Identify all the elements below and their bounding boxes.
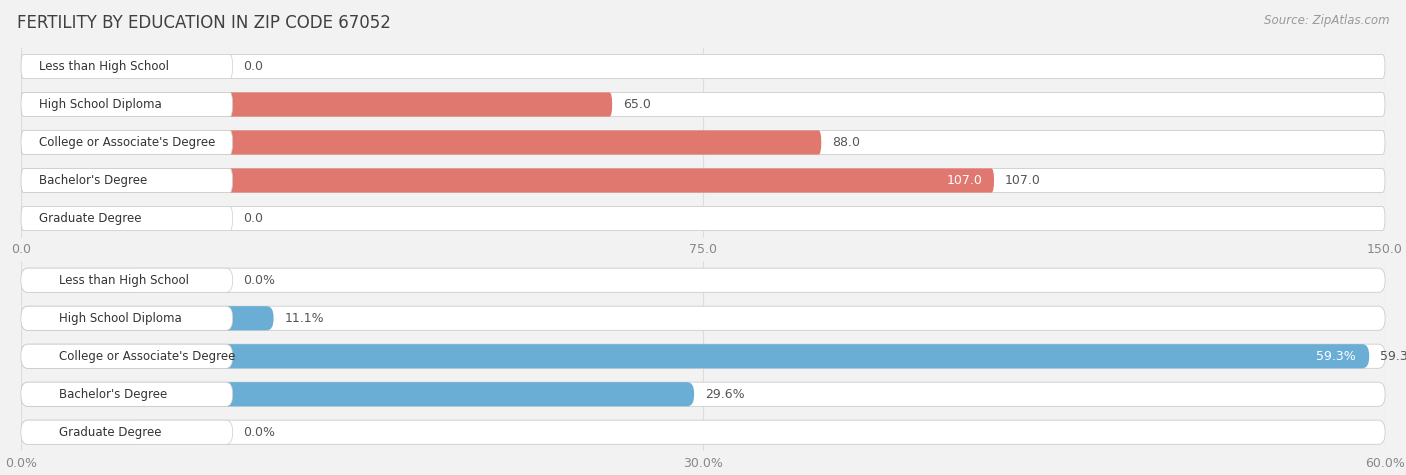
Text: 65.0: 65.0 [623, 98, 651, 111]
FancyBboxPatch shape [21, 344, 1385, 368]
Text: 0.0: 0.0 [243, 212, 263, 225]
Text: Graduate Degree: Graduate Degree [59, 426, 162, 439]
Text: 0.0%: 0.0% [243, 426, 276, 439]
Text: Less than High School: Less than High School [59, 274, 190, 287]
Text: Graduate Degree: Graduate Degree [39, 212, 142, 225]
FancyBboxPatch shape [21, 420, 1385, 444]
Text: 11.1%: 11.1% [284, 312, 323, 325]
FancyBboxPatch shape [21, 306, 232, 330]
Text: 59.3%: 59.3% [1379, 350, 1406, 363]
FancyBboxPatch shape [21, 131, 821, 154]
Text: High School Diploma: High School Diploma [39, 98, 162, 111]
FancyBboxPatch shape [21, 93, 232, 116]
Text: 59.3%: 59.3% [1316, 350, 1355, 363]
FancyBboxPatch shape [21, 55, 232, 78]
Text: 0.0%: 0.0% [243, 274, 276, 287]
FancyBboxPatch shape [21, 131, 232, 154]
FancyBboxPatch shape [21, 306, 274, 330]
FancyBboxPatch shape [21, 131, 1385, 154]
FancyBboxPatch shape [21, 55, 1385, 78]
FancyBboxPatch shape [21, 268, 232, 292]
Text: 107.0: 107.0 [1005, 174, 1040, 187]
FancyBboxPatch shape [21, 268, 1385, 292]
Text: Less than High School: Less than High School [39, 60, 169, 73]
Text: 107.0: 107.0 [948, 174, 983, 187]
FancyBboxPatch shape [21, 420, 138, 444]
Text: 0.0: 0.0 [243, 60, 263, 73]
FancyBboxPatch shape [21, 93, 1385, 116]
Text: College or Associate's Degree: College or Associate's Degree [39, 136, 215, 149]
Text: 29.6%: 29.6% [704, 388, 744, 401]
Text: FERTILITY BY EDUCATION IN ZIP CODE 67052: FERTILITY BY EDUCATION IN ZIP CODE 67052 [17, 14, 391, 32]
Text: Bachelor's Degree: Bachelor's Degree [39, 174, 148, 187]
FancyBboxPatch shape [21, 268, 138, 292]
FancyBboxPatch shape [21, 420, 232, 444]
FancyBboxPatch shape [21, 382, 232, 406]
FancyBboxPatch shape [21, 55, 138, 78]
Text: College or Associate's Degree: College or Associate's Degree [59, 350, 236, 363]
FancyBboxPatch shape [21, 93, 612, 116]
FancyBboxPatch shape [21, 207, 232, 230]
Text: High School Diploma: High School Diploma [59, 312, 181, 325]
Text: Source: ZipAtlas.com: Source: ZipAtlas.com [1264, 14, 1389, 27]
FancyBboxPatch shape [21, 169, 1385, 192]
FancyBboxPatch shape [21, 382, 1385, 406]
FancyBboxPatch shape [21, 207, 1385, 230]
FancyBboxPatch shape [21, 169, 994, 192]
FancyBboxPatch shape [21, 344, 232, 368]
FancyBboxPatch shape [21, 382, 695, 406]
FancyBboxPatch shape [21, 207, 138, 230]
FancyBboxPatch shape [21, 169, 232, 192]
Text: Bachelor's Degree: Bachelor's Degree [59, 388, 167, 401]
FancyBboxPatch shape [21, 306, 1385, 330]
FancyBboxPatch shape [21, 344, 1369, 368]
Text: 88.0: 88.0 [832, 136, 860, 149]
